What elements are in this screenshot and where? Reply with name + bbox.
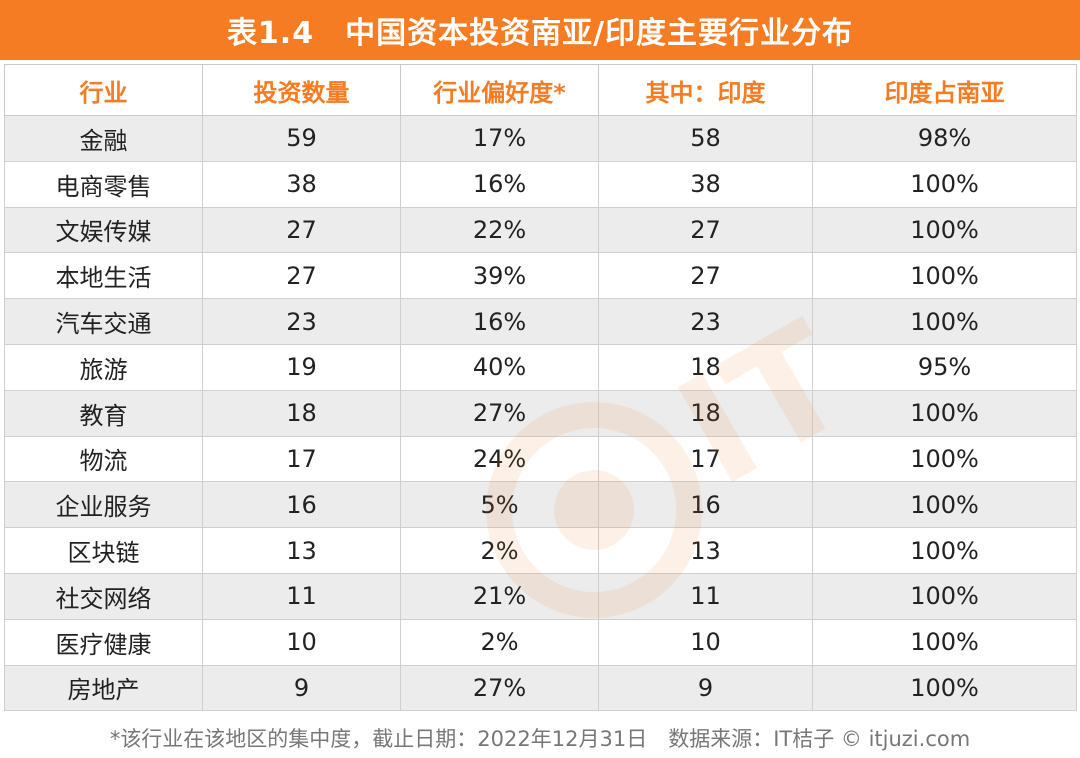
- table-cell: 100%: [812, 664, 1077, 712]
- table-row: 物流 17 24% 17 100%: [4, 435, 1077, 483]
- table-cell: 19: [202, 343, 401, 391]
- table-cell: 100%: [812, 527, 1077, 574]
- table-cell: 98%: [812, 115, 1077, 162]
- table-cell: 企业服务: [4, 481, 203, 529]
- column-header: 印度占南亚: [812, 64, 1077, 116]
- table-cell: 100%: [812, 435, 1077, 483]
- table-row: 汽车交通 23 16% 23 100%: [4, 298, 1077, 345]
- table-header-row: 行业 投资数量 行业偏好度* 其中：印度 印度占南亚: [4, 64, 1077, 116]
- table-cell: 23: [202, 298, 401, 345]
- table-row: 医疗健康 10 2% 10 100%: [4, 618, 1077, 666]
- table-row: 金融 59 17% 58 98%: [4, 115, 1077, 162]
- table-cell: 100%: [812, 252, 1077, 300]
- table-cell: 10: [598, 618, 813, 666]
- table-cell: 100%: [812, 618, 1077, 666]
- column-header: 行业偏好度*: [400, 64, 599, 116]
- column-header: 行业: [4, 64, 203, 116]
- table-cell: 40%: [400, 343, 599, 391]
- table-row: 企业服务 16 5% 16 100%: [4, 481, 1077, 529]
- table-cell: 区块链: [4, 527, 203, 574]
- table-cell: 16: [202, 481, 401, 529]
- table-cell: 11: [598, 572, 813, 620]
- table-cell: 13: [202, 527, 401, 574]
- table-cell: 旅游: [4, 343, 203, 391]
- table-cell: 95%: [812, 343, 1077, 391]
- table-cell: 27%: [400, 389, 599, 437]
- table-cell: 教育: [4, 389, 203, 437]
- table-cell: 100%: [812, 160, 1077, 208]
- table-cell: 金融: [4, 115, 203, 162]
- table-cell: 2%: [400, 618, 599, 666]
- table-cell: 59: [202, 115, 401, 162]
- table-cell: 医疗健康: [4, 618, 203, 666]
- table-cell: 38: [598, 160, 813, 208]
- table-cell: 39%: [400, 252, 599, 300]
- table-cell: 房地产: [4, 664, 203, 712]
- table-cell: 文娱传媒: [4, 206, 203, 254]
- table-cell: 16%: [400, 160, 599, 208]
- table-row: 本地生活 27 39% 27 100%: [4, 252, 1077, 300]
- table-cell: 9: [598, 664, 813, 712]
- table-cell: 100%: [812, 206, 1077, 254]
- footnote: *该行业在该地区的集中度，截止日期：2022年12月31日 数据来源：IT桔子 …: [109, 727, 971, 751]
- table-body: 金融 59 17% 58 98% 电商零售 38 16% 38 100% 文娱传媒 27 22% 27 10…: [4, 115, 1077, 712]
- table-cell: 38: [202, 160, 401, 208]
- table-cell: 27: [202, 206, 401, 254]
- table-row: 旅游 19 40% 18 95%: [4, 343, 1077, 391]
- table-cell: 27: [598, 206, 813, 254]
- table-cell: 100%: [812, 298, 1077, 345]
- table-cell: 11: [202, 572, 401, 620]
- table-cell: 16%: [400, 298, 599, 345]
- table-cell: 23: [598, 298, 813, 345]
- table-cell: 17: [202, 435, 401, 483]
- table-cell: 18: [598, 389, 813, 437]
- column-header: 投资数量: [202, 64, 401, 116]
- table-row: 电商零售 38 16% 38 100%: [4, 160, 1077, 208]
- table-cell: 社交网络: [4, 572, 203, 620]
- page-title: 表1.4 中国资本投资南亚/印度主要行业分布: [226, 16, 854, 51]
- table-cell: 汽车交通: [4, 298, 203, 345]
- table-cell: 100%: [812, 481, 1077, 529]
- table-cell: 本地生活: [4, 252, 203, 300]
- table-cell: 58: [598, 115, 813, 162]
- table-cell: 22%: [400, 206, 599, 254]
- title-bar: 表1.4 中国资本投资南亚/印度主要行业分布: [0, 0, 1080, 60]
- table-cell: 电商零售: [4, 160, 203, 208]
- table-cell: 17: [598, 435, 813, 483]
- table-row: 房地产 9 27% 9 100%: [4, 664, 1077, 712]
- table-cell: 10: [202, 618, 401, 666]
- table-container: 行业 投资数量 行业偏好度* 其中：印度 印度占南亚 金融 59 17% 58 98% 电…: [4, 64, 1077, 712]
- table-cell: 24%: [400, 435, 599, 483]
- table-cell: 100%: [812, 389, 1077, 437]
- table-row: 社交网络 11 21% 11 100%: [4, 572, 1077, 620]
- table-cell: 9: [202, 664, 401, 712]
- table-cell: 17%: [400, 115, 599, 162]
- table-cell: 18: [598, 343, 813, 391]
- industry-table: 行业 投资数量 行业偏好度* 其中：印度 印度占南亚 金融 59 17% 58 98% 电…: [4, 64, 1077, 712]
- table-cell: 2%: [400, 527, 599, 574]
- table-row: 区块链 13 2% 13 100%: [4, 527, 1077, 574]
- table-cell: 5%: [400, 481, 599, 529]
- table-cell: 13: [598, 527, 813, 574]
- table-cell: 18: [202, 389, 401, 437]
- table-cell: 27: [202, 252, 401, 300]
- table-cell: 21%: [400, 572, 599, 620]
- table-cell: 物流: [4, 435, 203, 483]
- table-cell: 27%: [400, 664, 599, 712]
- table-cell: 16: [598, 481, 813, 529]
- table-cell: 27: [598, 252, 813, 300]
- table-row: 教育 18 27% 18 100%: [4, 389, 1077, 437]
- column-header: 其中：印度: [598, 64, 813, 116]
- table-row: 文娱传媒 27 22% 27 100%: [4, 206, 1077, 254]
- table-cell: 100%: [812, 572, 1077, 620]
